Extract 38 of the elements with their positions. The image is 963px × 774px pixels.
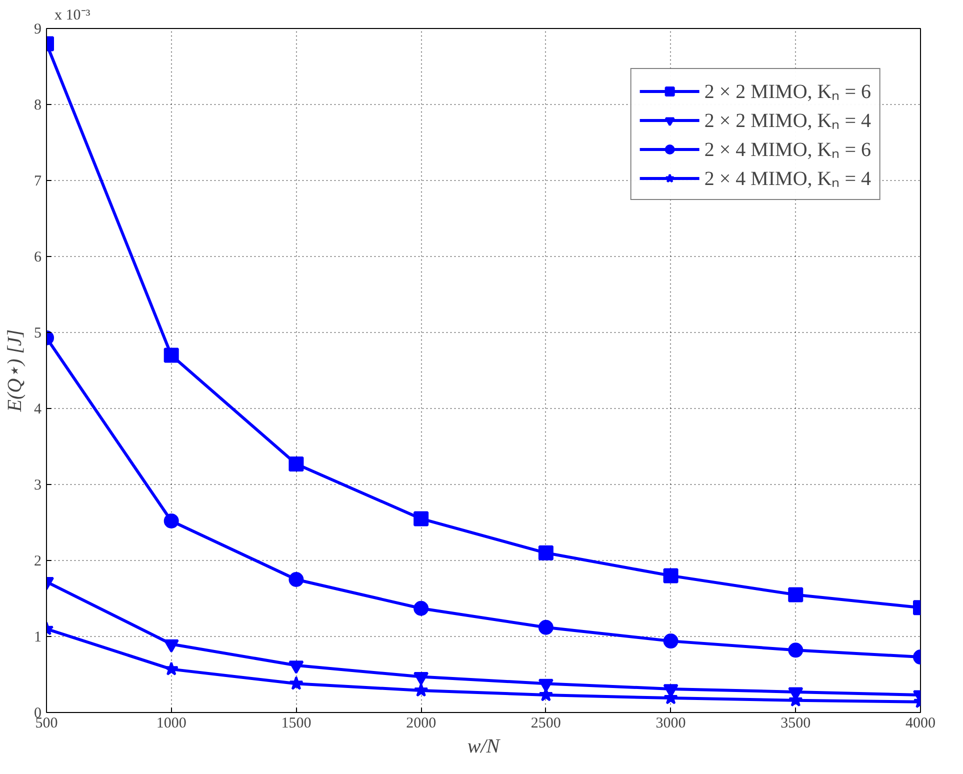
y-tick-label: 7: [34, 174, 42, 190]
point: [164, 513, 179, 528]
y-tick-label: 5: [34, 326, 42, 342]
y-tick-label: 8: [34, 98, 42, 114]
x-tick-label: 2500: [530, 716, 561, 732]
y-tick-label: 3: [34, 478, 42, 494]
point: [538, 620, 554, 635]
point: [538, 545, 554, 560]
point: [289, 676, 304, 690]
y-axis-title: E(Q⋆) [J]: [4, 329, 26, 413]
y-tick-label: 9: [34, 22, 42, 38]
y-tick-label: 4: [34, 402, 42, 418]
y-tick-label: 2: [34, 554, 42, 570]
point: [663, 568, 678, 584]
x-tick-label: 3500: [780, 716, 811, 732]
point: [414, 511, 429, 526]
x-axis-title: w/N: [467, 736, 502, 758]
legend-label: 2 × 4 MIMO, Kₙ = 4: [704, 167, 871, 191]
point: [288, 456, 304, 472]
legend-label: 2 × 4 MIMO, Kₙ = 6: [704, 138, 871, 162]
point: [164, 348, 179, 363]
text: x 10⁻³: [54, 8, 91, 24]
x-tick-label: 1000: [156, 716, 186, 732]
x-tick-label: 1500: [281, 716, 312, 732]
y-tick-label: 1: [34, 630, 42, 646]
x-tick-label: 4000: [906, 716, 936, 732]
legend-label: 2 × 2 MIMO, Kₙ = 4: [704, 109, 871, 133]
point: [414, 600, 429, 616]
point: [288, 572, 304, 587]
point: [164, 662, 179, 676]
y-tick-label: 6: [34, 250, 42, 266]
legend-label: 2 × 2 MIMO, Kₙ = 6: [704, 80, 871, 104]
x-tick-label: 2000: [406, 716, 436, 732]
point: [788, 642, 804, 658]
x-tick-label: 3000: [656, 716, 686, 732]
point: [414, 682, 428, 697]
point: [788, 587, 804, 602]
point: [663, 634, 678, 649]
